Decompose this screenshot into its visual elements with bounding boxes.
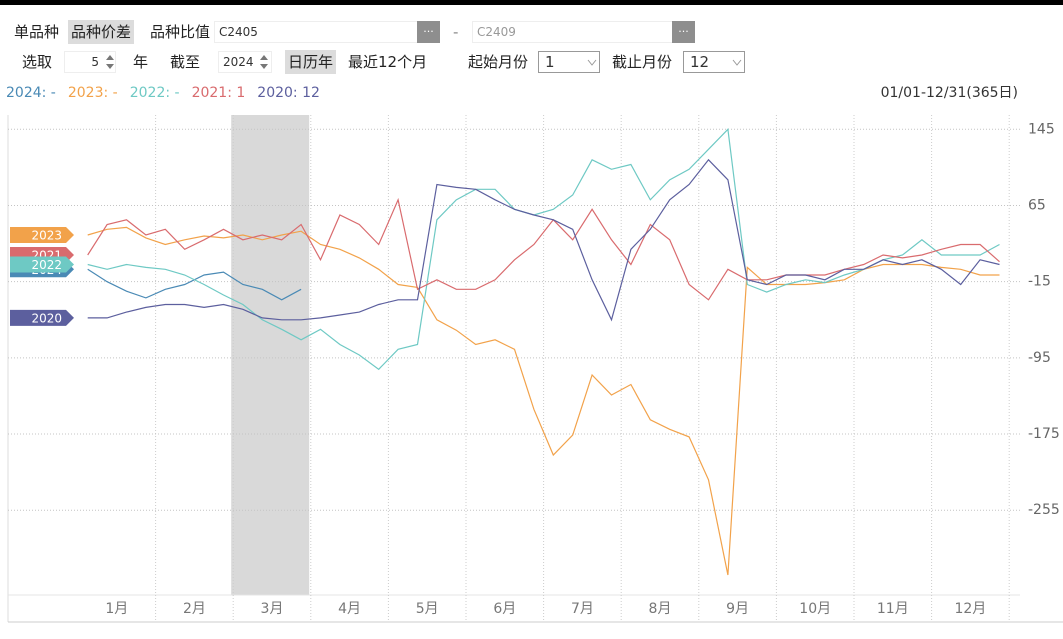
chevron xyxy=(587,59,597,66)
label: 截至 xyxy=(170,53,201,71)
contract-text: C2405 xyxy=(219,25,258,39)
series-tag-label: 2022 xyxy=(31,258,62,272)
x-tick-label: 4月 xyxy=(338,601,361,617)
mode-selected[interactable]: 日历年 xyxy=(285,50,337,74)
x-tick-label: 7月 xyxy=(571,601,594,617)
mode[interactable]: 最近12个月 xyxy=(348,53,428,71)
y-tick-label: 145 xyxy=(1028,121,1055,137)
spin-arrows xyxy=(106,55,114,69)
x-tick-label: 9月 xyxy=(726,601,749,617)
legend-entry: 2022: - xyxy=(130,85,180,101)
tab[interactable]: 品种比值 xyxy=(150,23,211,41)
legend-entry: 2020: 12 xyxy=(257,85,320,101)
y-tick-label: -15 xyxy=(1028,274,1051,290)
year-spinner[interactable]: 2024 xyxy=(218,51,272,73)
month-select[interactable]: 12 xyxy=(683,51,745,73)
browse-button[interactable]: ... xyxy=(672,21,695,43)
spinner-value: 2024 xyxy=(223,55,254,69)
label: 截止月份 xyxy=(612,53,673,71)
series-line xyxy=(87,127,1000,371)
x-tick-label: 10月 xyxy=(799,601,831,617)
top-bar xyxy=(0,0,1063,5)
label: 选取 xyxy=(22,53,53,71)
x-tick-label: 5月 xyxy=(416,601,439,617)
highlight-band xyxy=(231,115,310,595)
label: 年 xyxy=(133,53,149,71)
series-line xyxy=(87,158,1000,322)
series-line xyxy=(87,226,1000,576)
y-tick-label: -255 xyxy=(1028,502,1060,518)
x-tick-label: 1月 xyxy=(105,601,128,617)
spinner-value: 5 xyxy=(91,55,99,69)
series-tag xyxy=(10,227,74,243)
series-tag xyxy=(10,256,74,273)
x-tick-label: 11月 xyxy=(877,601,909,617)
tab-selected[interactable]: 品种价差 xyxy=(68,20,135,44)
tab[interactable]: 单品种 xyxy=(14,23,60,41)
series-tag-label: 2020 xyxy=(31,311,62,325)
select-value: 12 xyxy=(690,53,710,71)
y-tick-label: -95 xyxy=(1028,350,1051,366)
year-spinner[interactable]: 5 xyxy=(64,51,116,73)
y-tick-label: -175 xyxy=(1028,426,1060,442)
chevron xyxy=(732,59,742,66)
legend-entry: 2023: - xyxy=(68,85,118,101)
contract-input[interactable]: C2409 xyxy=(472,21,695,43)
x-tick-label: 3月 xyxy=(261,601,284,617)
series-line xyxy=(87,197,1000,301)
legend-entry: 2024: - xyxy=(6,85,56,101)
x-tick-label: 2月 xyxy=(183,601,206,617)
contract-input[interactable]: C2405 xyxy=(214,21,440,43)
x-tick-label: 6月 xyxy=(493,601,516,617)
label: 起始月份 xyxy=(468,53,529,71)
legend-entry: 2021: 1 xyxy=(192,85,246,101)
separator: - xyxy=(453,23,459,41)
series-tag-label: 2023 xyxy=(31,229,62,243)
select-value: 1 xyxy=(545,53,555,71)
x-tick-label: 8月 xyxy=(649,601,672,617)
contract-text: C2409 xyxy=(477,25,516,39)
spin-arrows xyxy=(260,55,268,69)
date-range: 01/01-12/31(365日) xyxy=(881,85,1018,101)
y-tick-label: 65 xyxy=(1028,197,1046,213)
x-tick-label: 12月 xyxy=(954,601,986,617)
browse-button[interactable]: ... xyxy=(417,21,440,43)
month-select[interactable]: 1 xyxy=(538,51,600,73)
series-tag xyxy=(10,309,74,326)
